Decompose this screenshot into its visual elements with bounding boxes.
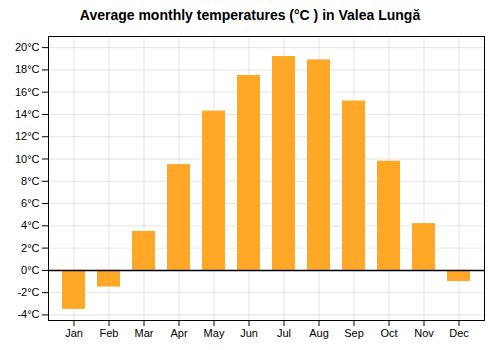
svg-text:8°C: 8°C	[21, 175, 40, 187]
html-text:Average monthly temperatures (: Average monthly temperatures (°C ) in Va…	[79, 7, 421, 23]
svg-text:Apr: Apr	[170, 327, 187, 339]
svg-text:18°C: 18°C	[15, 63, 40, 75]
svg-text:Dec: Dec	[449, 327, 469, 339]
svg-text:Nov: Nov	[414, 327, 434, 339]
svg-text:-2°C: -2°C	[17, 286, 39, 298]
svg-text:14°C: 14°C	[15, 108, 40, 120]
svg-text:Jun: Jun	[240, 327, 258, 339]
svg-text:Feb: Feb	[100, 327, 119, 339]
svg-text:Aug: Aug	[309, 327, 329, 339]
svg-text:12°C: 12°C	[15, 130, 40, 142]
svg-text:10°C: 10°C	[15, 153, 40, 165]
svg-text:Jul: Jul	[277, 327, 291, 339]
svg-text:Mar: Mar	[135, 327, 154, 339]
svg-text:4°C: 4°C	[21, 219, 40, 231]
svg-text:Jan: Jan	[65, 327, 83, 339]
svg-text:16°C: 16°C	[15, 86, 40, 98]
svg-text:May: May	[204, 327, 225, 339]
svg-text:-4°C: -4°C	[17, 308, 39, 320]
svg-text:0°C: 0°C	[21, 264, 40, 276]
svg-text:Oct: Oct	[380, 327, 397, 339]
svg-text:20°C: 20°C	[15, 41, 40, 53]
svg-text:6°C: 6°C	[21, 197, 40, 209]
svg-text:Sep: Sep	[344, 327, 364, 339]
svg-text:2°C: 2°C	[21, 242, 40, 254]
